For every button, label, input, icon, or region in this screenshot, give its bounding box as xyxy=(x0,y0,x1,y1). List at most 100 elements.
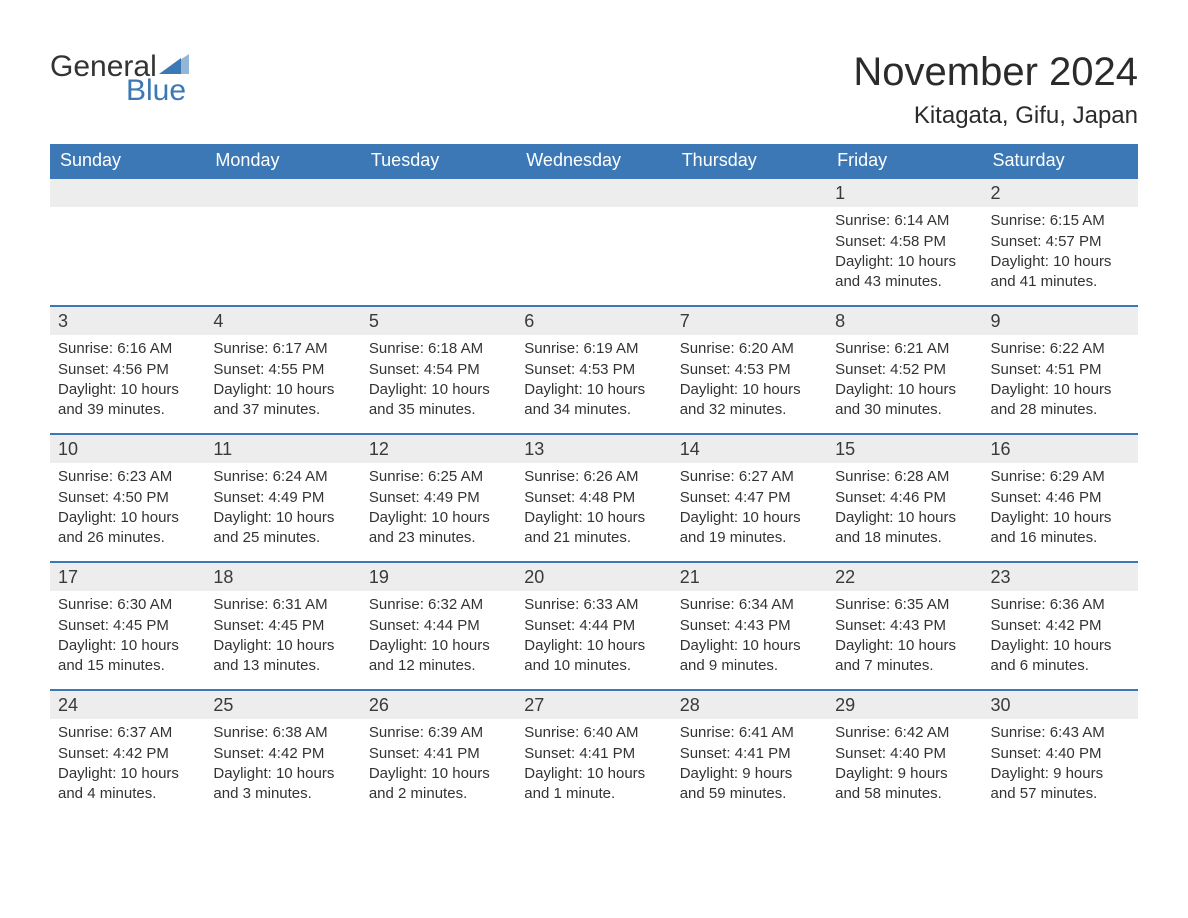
sunset-label: Sunset: xyxy=(58,745,109,762)
sunrise-label: Sunrise: xyxy=(835,596,890,613)
day-body: Sunrise: 6:36 AMSunset: 4:42 PMDaylight:… xyxy=(983,591,1138,686)
sunrise-label: Sunrise: xyxy=(369,724,424,741)
dow-cell: Wednesday xyxy=(516,144,671,177)
sunrise-value: 6:40 AM xyxy=(583,724,638,741)
day-body: Sunrise: 6:29 AMSunset: 4:46 PMDaylight:… xyxy=(983,463,1138,558)
daylight-label: Daylight: xyxy=(369,381,427,398)
sunset-value: 4:47 PM xyxy=(735,489,791,506)
sunset-line: Sunset: 4:57 PM xyxy=(991,232,1130,252)
sunrise-line: Sunrise: 6:17 AM xyxy=(213,339,352,359)
daylight-line: Daylight: 10 hours and 16 minutes. xyxy=(991,508,1130,549)
sunrise-line: Sunrise: 6:27 AM xyxy=(680,467,819,487)
sunset-line: Sunset: 4:50 PM xyxy=(58,488,197,508)
day-number xyxy=(50,179,205,207)
sunset-value: 4:40 PM xyxy=(1046,745,1102,762)
day-number: 11 xyxy=(205,435,360,463)
dow-cell: Friday xyxy=(827,144,982,177)
sunset-value: 4:41 PM xyxy=(424,745,480,762)
daylight-label: Daylight: xyxy=(835,253,893,270)
day-cell: 3Sunrise: 6:16 AMSunset: 4:56 PMDaylight… xyxy=(50,307,205,433)
day-body: Sunrise: 6:40 AMSunset: 4:41 PMDaylight:… xyxy=(516,719,671,814)
day-number: 5 xyxy=(361,307,516,335)
daylight-line: Daylight: 10 hours and 23 minutes. xyxy=(369,508,508,549)
daylight-label: Daylight: xyxy=(524,381,582,398)
sunset-line: Sunset: 4:51 PM xyxy=(991,360,1130,380)
daylight-label: Daylight: xyxy=(835,637,893,654)
sunrise-label: Sunrise: xyxy=(991,340,1046,357)
daylight-line: Daylight: 10 hours and 30 minutes. xyxy=(835,380,974,421)
sunrise-label: Sunrise: xyxy=(835,724,890,741)
sunset-label: Sunset: xyxy=(991,617,1042,634)
sunrise-label: Sunrise: xyxy=(213,468,268,485)
sunset-line: Sunset: 4:53 PM xyxy=(524,360,663,380)
daylight-line: Daylight: 10 hours and 28 minutes. xyxy=(991,380,1130,421)
sunrise-label: Sunrise: xyxy=(524,468,579,485)
sunrise-label: Sunrise: xyxy=(369,340,424,357)
day-cell: 20Sunrise: 6:33 AMSunset: 4:44 PMDayligh… xyxy=(516,563,671,689)
daylight-label: Daylight: xyxy=(58,637,116,654)
sunset-value: 4:51 PM xyxy=(1046,361,1102,378)
day-body: Sunrise: 6:33 AMSunset: 4:44 PMDaylight:… xyxy=(516,591,671,686)
day-cell: 15Sunrise: 6:28 AMSunset: 4:46 PMDayligh… xyxy=(827,435,982,561)
sunrise-line: Sunrise: 6:19 AM xyxy=(524,339,663,359)
day-cell-empty xyxy=(205,179,360,305)
day-body: Sunrise: 6:25 AMSunset: 4:49 PMDaylight:… xyxy=(361,463,516,558)
sunset-value: 4:58 PM xyxy=(890,233,946,250)
day-body: Sunrise: 6:34 AMSunset: 4:43 PMDaylight:… xyxy=(672,591,827,686)
day-number: 24 xyxy=(50,691,205,719)
day-body: Sunrise: 6:19 AMSunset: 4:53 PMDaylight:… xyxy=(516,335,671,430)
daylight-line: Daylight: 10 hours and 32 minutes. xyxy=(680,380,819,421)
week-row: 17Sunrise: 6:30 AMSunset: 4:45 PMDayligh… xyxy=(50,561,1138,689)
day-cell: 11Sunrise: 6:24 AMSunset: 4:49 PMDayligh… xyxy=(205,435,360,561)
day-body: Sunrise: 6:23 AMSunset: 4:50 PMDaylight:… xyxy=(50,463,205,558)
day-body: Sunrise: 6:17 AMSunset: 4:55 PMDaylight:… xyxy=(205,335,360,430)
sunrise-line: Sunrise: 6:35 AM xyxy=(835,595,974,615)
sunrise-label: Sunrise: xyxy=(991,596,1046,613)
daylight-label: Daylight: xyxy=(680,381,738,398)
sunset-label: Sunset: xyxy=(369,617,420,634)
sunset-label: Sunset: xyxy=(991,233,1042,250)
sunset-label: Sunset: xyxy=(524,489,575,506)
sunset-value: 4:53 PM xyxy=(579,361,635,378)
day-cell: 25Sunrise: 6:38 AMSunset: 4:42 PMDayligh… xyxy=(205,691,360,817)
sunset-value: 4:50 PM xyxy=(113,489,169,506)
day-cell: 21Sunrise: 6:34 AMSunset: 4:43 PMDayligh… xyxy=(672,563,827,689)
week-row: 3Sunrise: 6:16 AMSunset: 4:56 PMDaylight… xyxy=(50,305,1138,433)
sunrise-line: Sunrise: 6:18 AM xyxy=(369,339,508,359)
sunset-value: 4:49 PM xyxy=(424,489,480,506)
week-row: 10Sunrise: 6:23 AMSunset: 4:50 PMDayligh… xyxy=(50,433,1138,561)
sunset-label: Sunset: xyxy=(680,745,731,762)
sunrise-line: Sunrise: 6:36 AM xyxy=(991,595,1130,615)
day-number: 2 xyxy=(983,179,1138,207)
day-number: 30 xyxy=(983,691,1138,719)
daylight-label: Daylight: xyxy=(835,509,893,526)
daylight-label: Daylight: xyxy=(213,765,271,782)
sunset-line: Sunset: 4:58 PM xyxy=(835,232,974,252)
day-number: 21 xyxy=(672,563,827,591)
sunset-line: Sunset: 4:46 PM xyxy=(835,488,974,508)
sunset-value: 4:44 PM xyxy=(579,617,635,634)
day-body: Sunrise: 6:39 AMSunset: 4:41 PMDaylight:… xyxy=(361,719,516,814)
sunset-value: 4:56 PM xyxy=(113,361,169,378)
sunset-line: Sunset: 4:53 PM xyxy=(680,360,819,380)
sunrise-line: Sunrise: 6:32 AM xyxy=(369,595,508,615)
day-number: 4 xyxy=(205,307,360,335)
day-body: Sunrise: 6:37 AMSunset: 4:42 PMDaylight:… xyxy=(50,719,205,814)
day-number: 23 xyxy=(983,563,1138,591)
sunrise-label: Sunrise: xyxy=(680,468,735,485)
daylight-line: Daylight: 10 hours and 9 minutes. xyxy=(680,636,819,677)
sunrise-line: Sunrise: 6:37 AM xyxy=(58,723,197,743)
sunrise-value: 6:18 AM xyxy=(428,340,483,357)
sunrise-label: Sunrise: xyxy=(369,596,424,613)
sunrise-line: Sunrise: 6:24 AM xyxy=(213,467,352,487)
day-cell: 1Sunrise: 6:14 AMSunset: 4:58 PMDaylight… xyxy=(827,179,982,305)
daylight-line: Daylight: 10 hours and 26 minutes. xyxy=(58,508,197,549)
sunrise-value: 6:32 AM xyxy=(428,596,483,613)
sunrise-line: Sunrise: 6:31 AM xyxy=(213,595,352,615)
sunrise-line: Sunrise: 6:21 AM xyxy=(835,339,974,359)
sunset-line: Sunset: 4:40 PM xyxy=(835,744,974,764)
day-cell: 14Sunrise: 6:27 AMSunset: 4:47 PMDayligh… xyxy=(672,435,827,561)
sunset-value: 4:45 PM xyxy=(113,617,169,634)
day-number: 15 xyxy=(827,435,982,463)
daylight-label: Daylight: xyxy=(835,381,893,398)
